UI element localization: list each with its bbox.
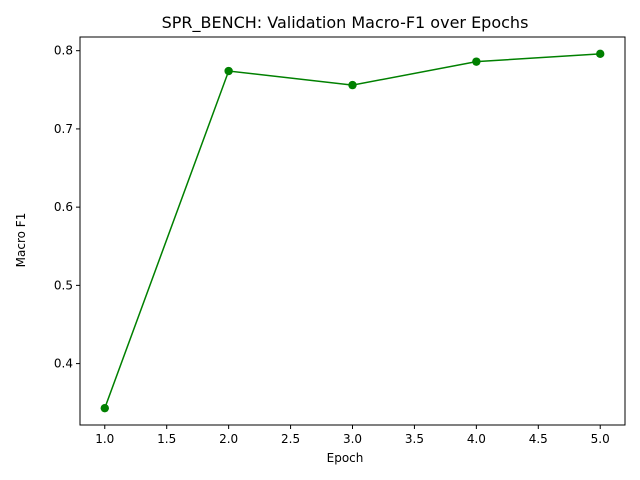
y-tick-label: 0.4	[54, 357, 73, 371]
x-axis-label: Epoch	[327, 451, 364, 465]
x-tick-label: 1.0	[95, 432, 114, 446]
x-tick-label: 4.5	[529, 432, 548, 446]
y-tick-label: 0.8	[54, 44, 73, 58]
y-tick-label: 0.6	[54, 200, 73, 214]
x-tick-label: 2.0	[219, 432, 238, 446]
x-tick-label: 1.5	[157, 432, 176, 446]
x-tick-label: 3.5	[405, 432, 424, 446]
y-axis-label: Macro F1	[14, 213, 28, 268]
y-tick-label: 0.7	[54, 122, 73, 136]
y-axis-ticks: 0.4 0.5 0.6 0.7 0.8	[54, 44, 80, 371]
x-tick-label: 4.0	[467, 432, 486, 446]
data-point	[596, 49, 605, 59]
data-point	[348, 80, 357, 90]
x-axis-ticks: 1.0 1.5 2.0 2.5 3.0 3.5 4.0 4.5 5.0	[95, 425, 610, 446]
series-line	[104, 53, 601, 409]
x-tick-label: 3.0	[343, 432, 362, 446]
data-point	[100, 403, 109, 413]
y-tick-label: 0.5	[54, 278, 73, 292]
plot-frame	[79, 36, 626, 426]
series-layer	[100, 49, 605, 413]
data-point	[224, 66, 233, 76]
data-point	[472, 57, 481, 66]
x-tick-label: 5.0	[591, 432, 610, 446]
x-tick-label: 2.5	[281, 432, 300, 446]
chart-title: SPR_BENCH: Validation Macro-F1 over Epoc…	[162, 13, 529, 33]
plot-area	[79, 36, 626, 426]
